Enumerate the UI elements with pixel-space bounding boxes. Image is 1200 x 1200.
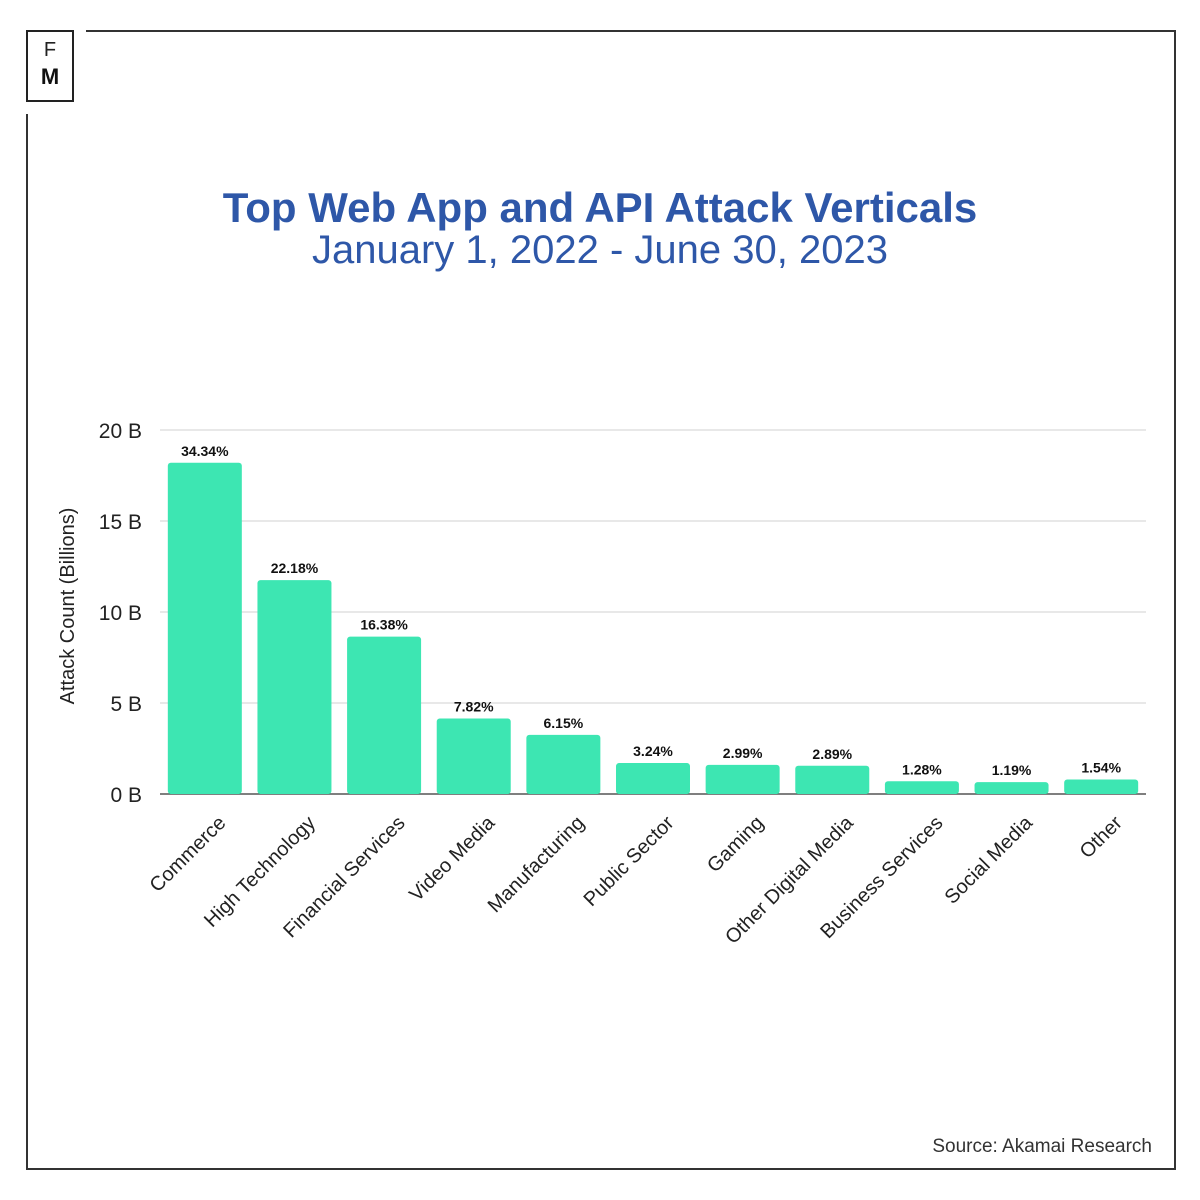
y-tick-label: 5 B	[110, 693, 142, 716]
y-axis-label: Attack Count (Billions)	[57, 508, 79, 705]
bar	[795, 765, 870, 794]
source-note: Source: Akamai Research	[932, 1136, 1152, 1157]
data-label: 2.89%	[812, 746, 852, 762]
bar	[884, 781, 959, 794]
chart-subtitle: January 1, 2022 - June 30, 2023	[312, 228, 888, 272]
fm-logo: F M	[26, 30, 74, 102]
data-label: 3.24%	[633, 743, 673, 759]
frame-border-top	[86, 30, 1176, 32]
y-tick-label: 15 B	[99, 511, 142, 534]
data-label: 1.19%	[992, 762, 1032, 778]
chart-title: Top Web App and API Attack Verticals	[222, 184, 978, 231]
x-tick-label: Commerce	[146, 812, 231, 897]
bar	[347, 636, 422, 794]
x-tick-label: Public Sector	[580, 812, 679, 911]
x-tick-label: Gaming	[703, 812, 768, 877]
logo-letter-m: M	[40, 64, 60, 89]
data-label: 1.54%	[1081, 759, 1121, 775]
y-tick-label: 10 B	[99, 602, 142, 625]
bar	[526, 734, 601, 794]
data-label: 7.82%	[454, 698, 494, 714]
frame-border-bottom	[26, 1168, 1176, 1170]
data-label: 22.18%	[271, 560, 319, 576]
x-tick-label: Social Media	[941, 811, 1038, 908]
data-label: 2.99%	[723, 745, 763, 761]
x-tick-label: Other	[1076, 812, 1127, 863]
bar	[1064, 779, 1139, 794]
x-tick-label: Video Media	[405, 811, 500, 906]
frame-border-left	[26, 114, 28, 1170]
bar	[616, 763, 690, 794]
data-label: 6.15%	[544, 715, 584, 731]
bar	[257, 580, 332, 794]
bar	[167, 462, 242, 794]
data-label: 16.38%	[360, 617, 408, 633]
x-tick-label: Manufacturing	[484, 812, 589, 917]
logo-letter-f: F	[43, 39, 57, 61]
y-tick-label: 20 B	[99, 420, 142, 443]
data-label: 34.34%	[181, 443, 229, 459]
frame-border-right	[1174, 30, 1176, 1170]
data-label: 1.28%	[902, 761, 942, 777]
bar	[705, 764, 780, 794]
bar	[974, 782, 1049, 794]
y-tick-label: 0 B	[110, 784, 142, 807]
bar	[436, 718, 511, 794]
